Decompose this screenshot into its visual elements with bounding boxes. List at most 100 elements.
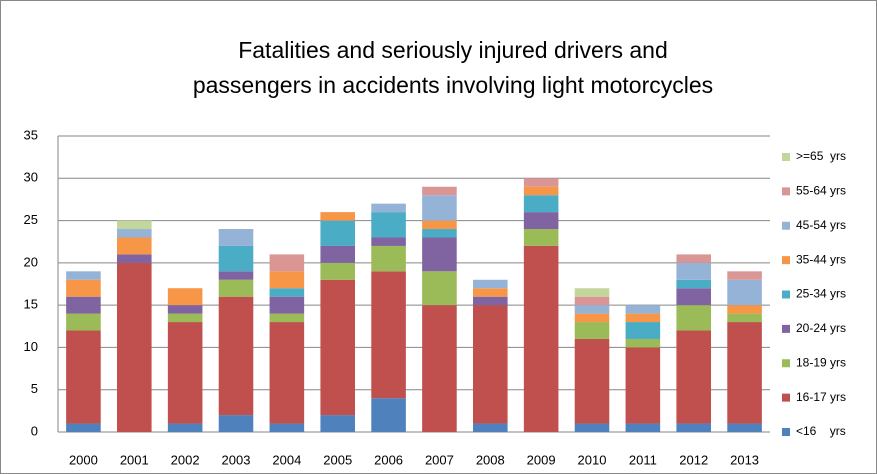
y-tick-label: 30 xyxy=(24,170,38,185)
bar-segment xyxy=(676,288,712,306)
bar-segment xyxy=(116,220,152,230)
bar-segment xyxy=(676,279,712,289)
legend-swatch xyxy=(782,428,790,436)
bar-segment xyxy=(66,423,101,432)
legend-label: <16 yrs xyxy=(796,424,846,438)
legend-swatch xyxy=(782,324,790,333)
bar-segment xyxy=(218,271,254,280)
bar-segment xyxy=(625,338,661,348)
bar-segment xyxy=(727,322,762,424)
x-tick-label: 2013 xyxy=(730,452,759,467)
bar-segment xyxy=(422,186,457,196)
bar-segment xyxy=(167,423,203,432)
bar-segment xyxy=(218,229,254,246)
y-tick-label: 10 xyxy=(24,339,38,354)
bar-segment xyxy=(625,347,661,424)
bar-segment xyxy=(218,245,254,272)
bar-segment xyxy=(66,271,101,280)
bar-segment xyxy=(727,313,762,323)
x-tick-label: 2006 xyxy=(374,452,403,467)
legend-label: 45-54 yrs xyxy=(796,218,846,232)
legend-label: >=65 yrs xyxy=(796,149,846,163)
bar-segment xyxy=(676,262,712,280)
bar-segment xyxy=(422,305,457,432)
bar-segment xyxy=(167,288,203,306)
bar-segment xyxy=(371,398,406,432)
legend-swatch xyxy=(782,187,790,196)
legend-swatch xyxy=(782,290,790,299)
bar-segment xyxy=(523,195,559,213)
bar-segment xyxy=(472,296,508,306)
bar-segment xyxy=(472,288,508,297)
bar-segment xyxy=(625,313,661,323)
bar-segment xyxy=(371,245,406,272)
x-tick-label: 2012 xyxy=(679,452,708,467)
bar-segment xyxy=(320,415,356,432)
bar-segment xyxy=(676,423,712,432)
bar-segment xyxy=(167,305,203,314)
bar-segment xyxy=(66,279,101,297)
legend-swatch xyxy=(782,221,790,230)
legend-swatch xyxy=(782,393,790,402)
bar-segment xyxy=(66,313,101,331)
bar-segment xyxy=(574,305,610,314)
bar-segment xyxy=(320,262,356,280)
legend-label: 16-17 yrs xyxy=(796,390,846,404)
bar-segment xyxy=(320,245,356,263)
x-tick-label: 2001 xyxy=(120,452,149,467)
bar-segment xyxy=(523,229,559,246)
bar-segment xyxy=(676,330,712,424)
legend-label: 20-24 yrs xyxy=(796,321,846,335)
legend-swatch xyxy=(782,256,790,265)
bar-segment xyxy=(269,322,305,424)
y-tick-label: 15 xyxy=(24,297,38,312)
legend-swatch xyxy=(782,153,790,161)
x-tick-label: 2003 xyxy=(222,452,251,467)
x-tick-label: 2002 xyxy=(171,452,200,467)
bar-segment xyxy=(472,423,508,432)
bar-segment xyxy=(472,279,508,289)
bar-segment xyxy=(574,288,610,297)
bar-segment xyxy=(574,423,610,432)
bar-segment xyxy=(676,254,712,263)
bar-segment xyxy=(574,322,610,339)
legend-swatch xyxy=(782,359,790,368)
bar-segment xyxy=(727,279,762,306)
bar-segment xyxy=(218,296,254,416)
bar-segment xyxy=(523,245,559,432)
bar-segment xyxy=(422,229,457,238)
bar-segment xyxy=(66,296,101,314)
bar-segment xyxy=(320,279,356,416)
bar-segment xyxy=(371,237,406,246)
bar-segment xyxy=(422,220,457,230)
x-tick-label: 2004 xyxy=(272,452,301,467)
bar-segment xyxy=(320,220,356,246)
bar-segment xyxy=(727,305,762,314)
bar-segment xyxy=(269,288,305,297)
bar-segment xyxy=(422,195,457,221)
bar-segment xyxy=(116,254,152,263)
bar-segment xyxy=(269,313,305,323)
bar-segment xyxy=(269,271,305,289)
chart-title: Fatalities and seriously injured drivers… xyxy=(238,37,668,63)
x-tick-label: 2011 xyxy=(629,452,657,467)
bar-segment xyxy=(269,296,305,314)
x-tick-label: 2009 xyxy=(527,452,556,467)
y-tick-label: 5 xyxy=(31,381,38,396)
x-tick-label: 2005 xyxy=(323,452,352,467)
bar-segment xyxy=(269,423,305,432)
bar-segment xyxy=(472,305,508,424)
chart-title: passengers in accidents involving light … xyxy=(193,72,713,98)
y-tick-label: 35 xyxy=(24,127,38,142)
bar-segment xyxy=(116,237,152,255)
bar-segment xyxy=(371,271,406,399)
bar-segment xyxy=(574,313,610,323)
legend-label: 55-64 yrs xyxy=(796,184,846,198)
bar-segment xyxy=(523,212,559,230)
y-tick-label: 25 xyxy=(24,212,38,227)
legend-label: 25-34 yrs xyxy=(796,287,846,301)
bar-segment xyxy=(574,296,610,306)
bar-segment xyxy=(116,262,152,432)
bar-segment xyxy=(727,423,762,432)
bar-segment xyxy=(167,322,203,424)
